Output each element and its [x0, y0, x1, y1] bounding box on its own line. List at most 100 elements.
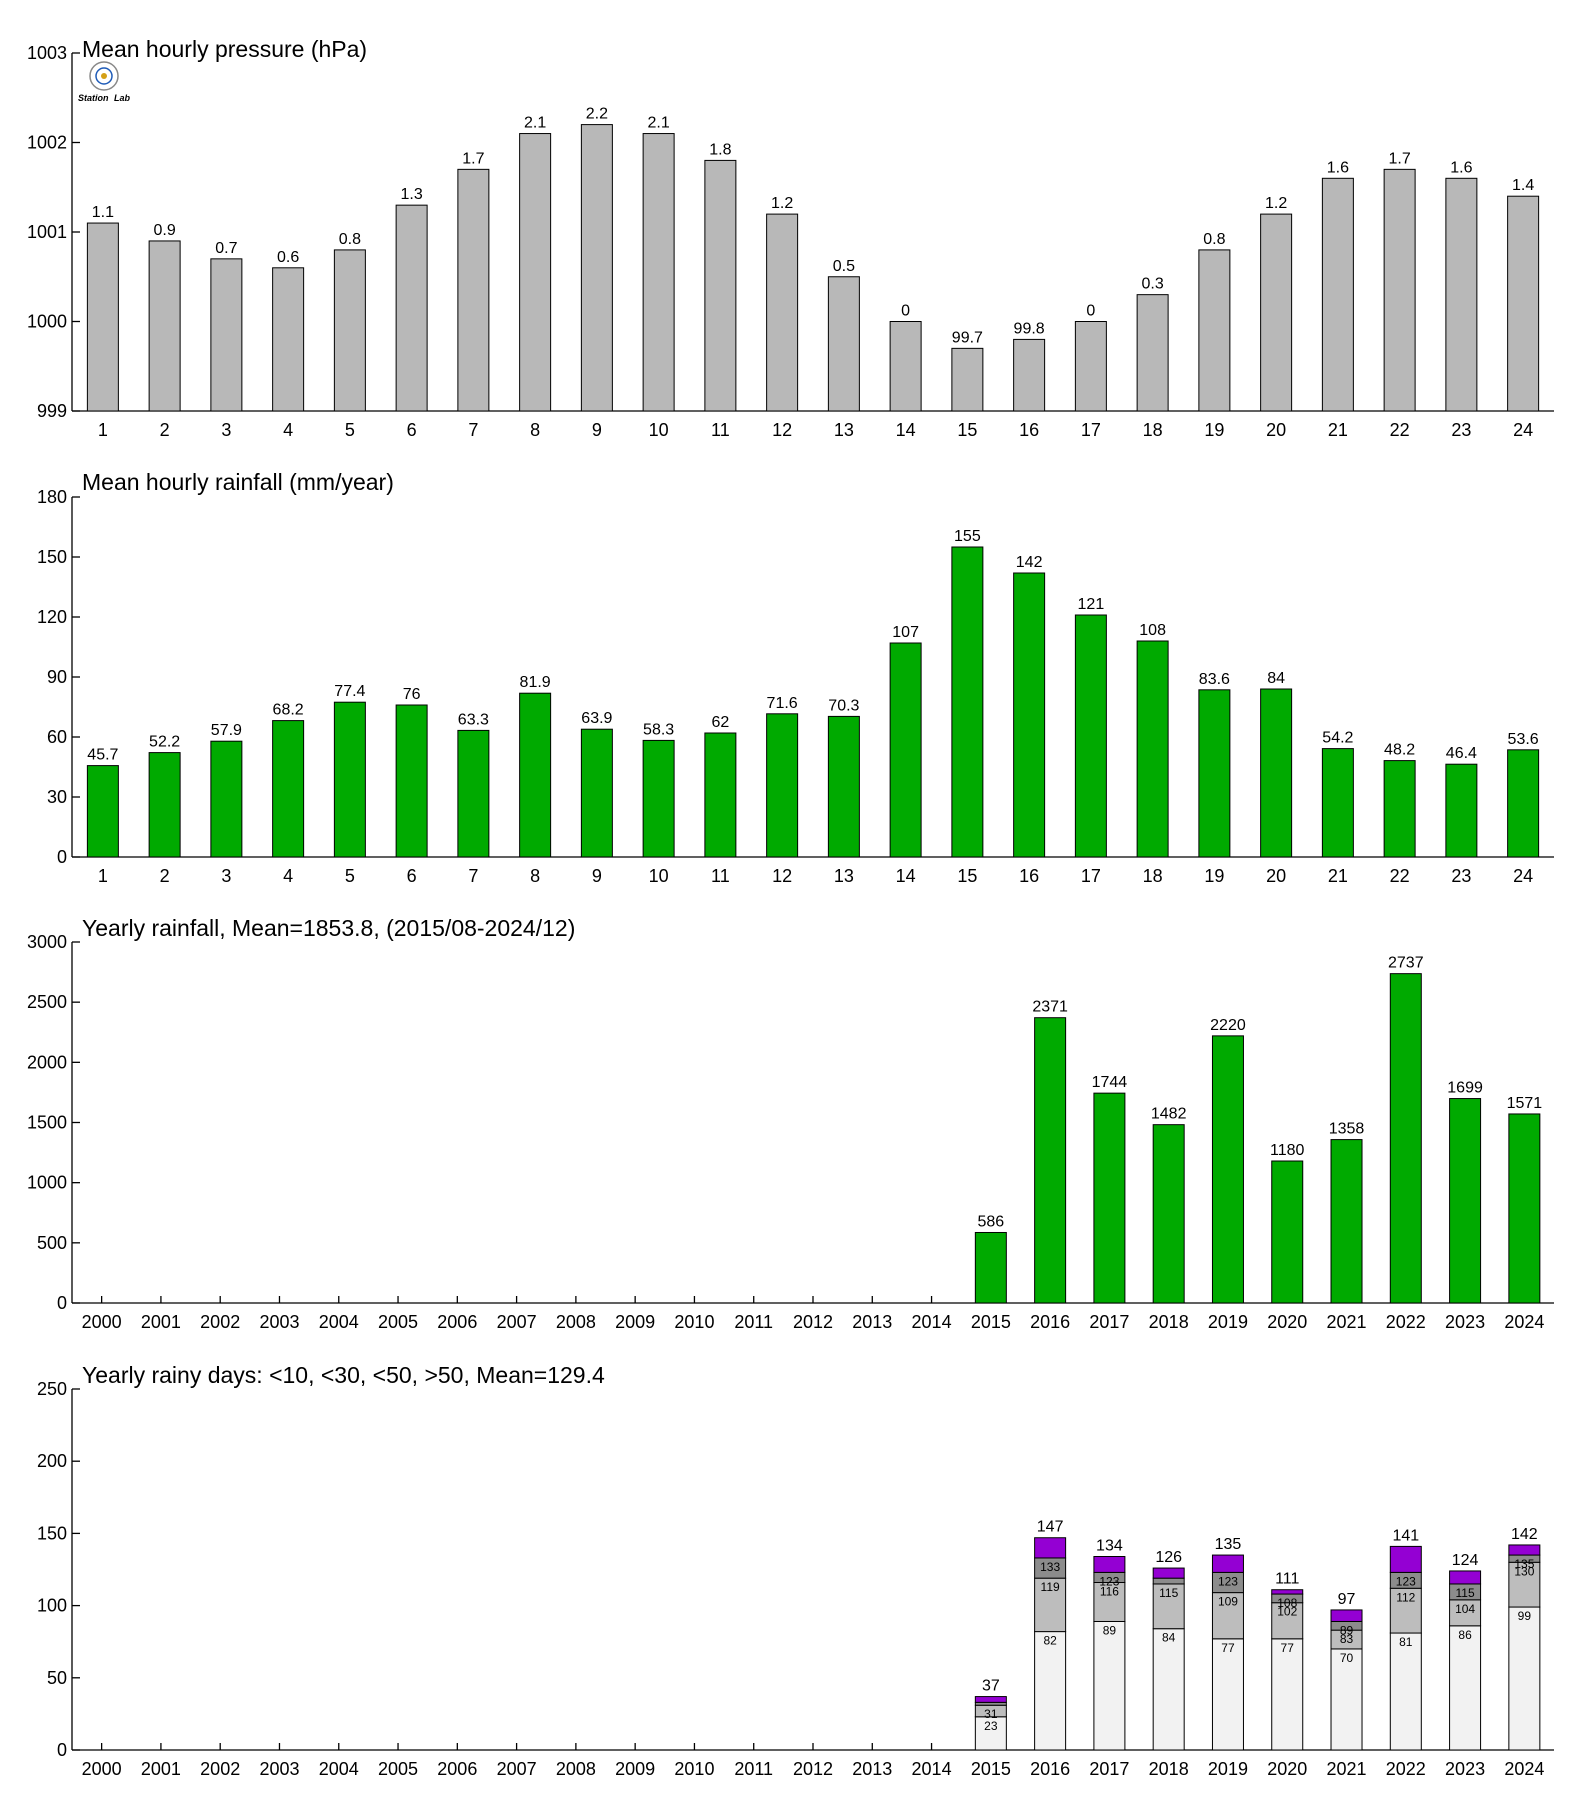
stack-segment-lt10: [1034, 1631, 1067, 1751]
logo-text-right: Lab: [114, 93, 131, 103]
x-tick-label: 2008: [556, 1312, 596, 1332]
x-tick-label: 2015: [971, 1759, 1011, 1779]
stack-label-lt30: 116: [1100, 1584, 1119, 1598]
bar: [889, 642, 922, 858]
x-tick-label: 22: [1390, 866, 1410, 886]
y-tick-label: 200: [37, 1451, 67, 1471]
x-tick-label: 2018: [1149, 1312, 1189, 1332]
bar-data-label: 99.7: [952, 329, 983, 346]
chart-title: Yearly rainfall, Mean=1853.8, (2015/08-2…: [82, 915, 575, 941]
bar-data-label: 0.3: [1142, 276, 1164, 293]
bar: [704, 159, 737, 412]
x-tick-label: 2010: [674, 1759, 714, 1779]
y-tick-label: 2500: [27, 992, 67, 1012]
x-tick-label: 2014: [912, 1312, 952, 1332]
x-tick-label: 11: [711, 420, 730, 440]
bar: [827, 715, 860, 858]
bar: [333, 249, 366, 412]
x-tick-label: 17: [1081, 420, 1101, 440]
bar: [457, 729, 490, 858]
x-tick-label: 2013: [852, 1759, 892, 1779]
bar: [86, 765, 119, 858]
x-tick-label: 13: [834, 420, 854, 440]
x-tick-label: 2: [160, 866, 170, 886]
x-tick-label: 2012: [793, 1312, 833, 1332]
y-tick-label: 150: [37, 1523, 67, 1543]
bar-data-label: 2.1: [524, 115, 546, 132]
chart-panel-4: Yearly rainy days: <10, <30, <50, >50, M…: [37, 1362, 1554, 1779]
bar-data-label: 0: [901, 303, 910, 320]
x-tick-label: 21: [1328, 420, 1348, 440]
stack-label-lt10: 77: [1281, 1641, 1295, 1655]
stack-total-label: 141: [1392, 1527, 1419, 1544]
x-tick-label: 24: [1513, 420, 1533, 440]
bar-data-label: 71.6: [767, 695, 798, 712]
bar-data-label: 0.8: [1203, 231, 1225, 248]
x-tick-label: 2000: [82, 1312, 122, 1332]
bar-data-label: 1.7: [1389, 150, 1411, 167]
stack-total-label: 126: [1155, 1549, 1182, 1566]
x-tick-label: 2023: [1445, 1759, 1485, 1779]
bar: [580, 124, 613, 412]
bar-data-label: 1180: [1270, 1142, 1305, 1159]
bar-data-label: 1.8: [709, 141, 731, 158]
stack-label-lt10: 81: [1399, 1635, 1413, 1649]
x-tick-label: 2018: [1149, 1759, 1189, 1779]
x-tick-label: 2002: [200, 1312, 240, 1332]
x-tick-label: 13: [834, 866, 854, 886]
bar-data-label: 2220: [1210, 1017, 1246, 1034]
bar-data-label: 81.9: [520, 674, 551, 691]
stack-segment-total: [1093, 1556, 1126, 1573]
x-tick-label: 19: [1204, 866, 1224, 886]
x-tick-label: 15: [957, 866, 977, 886]
stack-segment-lt10: [1389, 1632, 1422, 1751]
bar: [457, 168, 490, 412]
x-tick-label: 10: [649, 420, 669, 440]
stack-label-lt50: 89: [1340, 1623, 1354, 1637]
x-tick-label: 6: [407, 866, 417, 886]
bar: [1508, 1113, 1541, 1304]
bar-data-label: 2.1: [648, 115, 670, 132]
stack-segment-lt10: [1211, 1638, 1244, 1751]
y-tick-label: 1001: [27, 222, 67, 242]
bar: [395, 204, 428, 412]
bar: [1074, 321, 1107, 412]
bar: [1383, 760, 1416, 858]
x-tick-label: 4: [283, 420, 293, 440]
bar-data-label: 586: [977, 1213, 1004, 1230]
bar: [580, 728, 613, 858]
bar: [951, 546, 984, 858]
stack-label-lt30: 102: [1277, 1605, 1297, 1619]
y-tick-label: 60: [47, 727, 67, 747]
stack-label-lt10: 89: [1103, 1623, 1117, 1637]
x-tick-label: 18: [1143, 420, 1163, 440]
stack-label-lt30: 112: [1396, 1590, 1415, 1604]
bar: [642, 739, 675, 858]
bar: [1034, 1017, 1067, 1304]
x-tick-label: 8: [530, 420, 540, 440]
stack-total-label: 147: [1037, 1519, 1064, 1536]
y-tick-label: 0: [57, 847, 67, 867]
x-tick-label: 2001: [141, 1312, 181, 1332]
stack-total-label: 111: [1275, 1571, 1299, 1588]
chart-title: Yearly rainy days: <10, <30, <50, >50, M…: [82, 1362, 605, 1388]
stack-segment-lt10: [1271, 1638, 1304, 1751]
x-tick-label: 22: [1390, 420, 1410, 440]
x-tick-label: 7: [468, 866, 478, 886]
x-tick-label: 12: [772, 420, 792, 440]
chart-title: Mean hourly rainfall (mm/year): [82, 469, 394, 495]
y-tick-label: 1000: [27, 312, 67, 332]
x-tick-label: 2006: [437, 1759, 477, 1779]
bar-data-label: 121: [1078, 596, 1105, 613]
x-tick-label: 2011: [734, 1312, 773, 1332]
x-tick-label: 2015: [971, 1312, 1011, 1332]
stack-segment-lt30: [1211, 1592, 1244, 1640]
x-tick-label: 2022: [1386, 1312, 1426, 1332]
x-tick-label: 2001: [141, 1759, 181, 1779]
bar-data-label: 1.1: [92, 204, 114, 221]
x-tick-label: 18: [1143, 866, 1163, 886]
x-tick-label: 11: [711, 866, 730, 886]
bar-data-label: 48.2: [1384, 742, 1415, 759]
bar: [1330, 1139, 1363, 1304]
